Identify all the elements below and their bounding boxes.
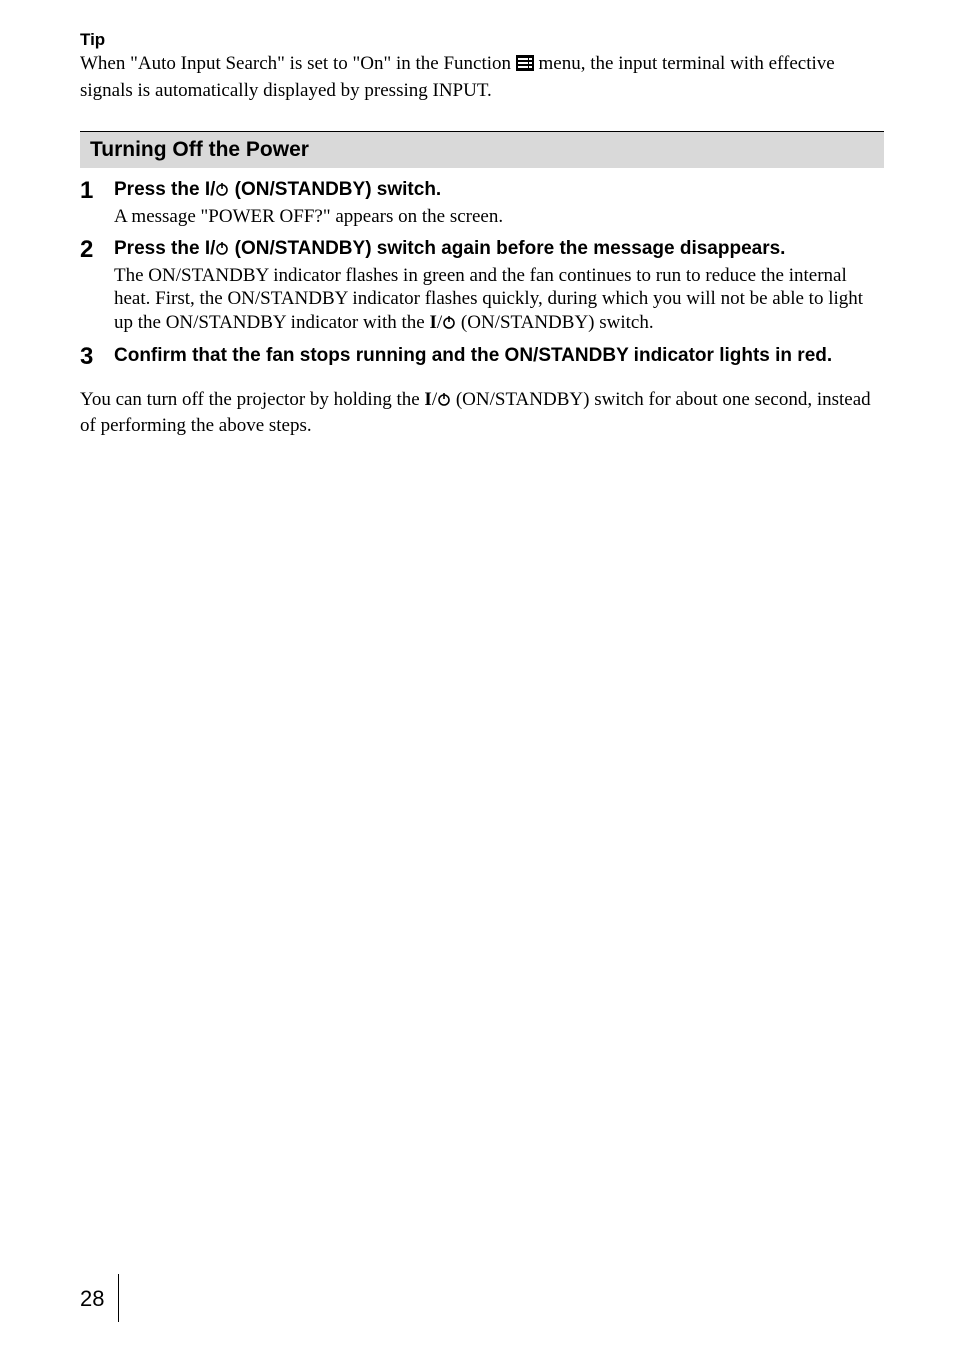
- step-1: 1 Press the I/ (ON/STANDBY) switch. A me…: [80, 178, 884, 229]
- step-1-title: Press the I/ (ON/STANDBY) switch.: [114, 178, 884, 203]
- step-2-body-bold: I: [429, 312, 436, 333]
- closing-before: You can turn off the projector by holdin…: [80, 389, 424, 410]
- step-2-body: The ON/STANDBY indicator flashes in gree…: [114, 264, 884, 336]
- step-3-content: Confirm that the fan stops running and t…: [114, 344, 884, 370]
- page-divider: [118, 1274, 119, 1322]
- closing-paragraph: You can turn off the projector by holdin…: [80, 388, 884, 438]
- step-2-title-before: Press the I/: [114, 238, 215, 259]
- step-2: 2 Press the I/ (ON/STANDBY) switch again…: [80, 237, 884, 336]
- step-2-title-after: (ON/STANDBY) switch again before the mes…: [229, 238, 785, 259]
- step-1-title-after: (ON/STANDBY) switch.: [229, 179, 441, 200]
- step-number-1: 1: [80, 178, 114, 229]
- step-3-title: Confirm that the fan stops running and t…: [114, 344, 884, 368]
- step-2-title: Press the I/ (ON/STANDBY) switch again b…: [114, 237, 884, 262]
- power-icon: [215, 179, 229, 203]
- page: Tip When "Auto Input Search" is set to "…: [0, 0, 954, 1352]
- closing-bold: I: [424, 389, 431, 410]
- power-icon: [215, 238, 229, 262]
- tip-body: When "Auto Input Search" is set to "On" …: [80, 52, 884, 103]
- power-icon: [437, 389, 451, 414]
- step-1-body: A message "POWER OFF?" appears on the sc…: [114, 205, 884, 229]
- step-1-content: Press the I/ (ON/STANDBY) switch. A mess…: [114, 178, 884, 229]
- step-3: 3 Confirm that the fan stops running and…: [80, 344, 884, 370]
- step-number-3: 3: [80, 344, 114, 370]
- step-2-content: Press the I/ (ON/STANDBY) switch again b…: [114, 237, 884, 336]
- power-icon: [442, 312, 456, 336]
- step-number-2: 2: [80, 237, 114, 336]
- section-heading: Turning Off the Power: [80, 131, 884, 168]
- tip-text-before: When "Auto Input Search" is set to "On" …: [80, 53, 516, 74]
- function-menu-icon: [516, 54, 534, 79]
- step-1-title-before: Press the I/: [114, 179, 215, 200]
- step-2-body-after: (ON/STANDBY) switch.: [456, 312, 653, 333]
- tip-label: Tip: [80, 30, 884, 50]
- page-number: 28: [80, 1286, 104, 1312]
